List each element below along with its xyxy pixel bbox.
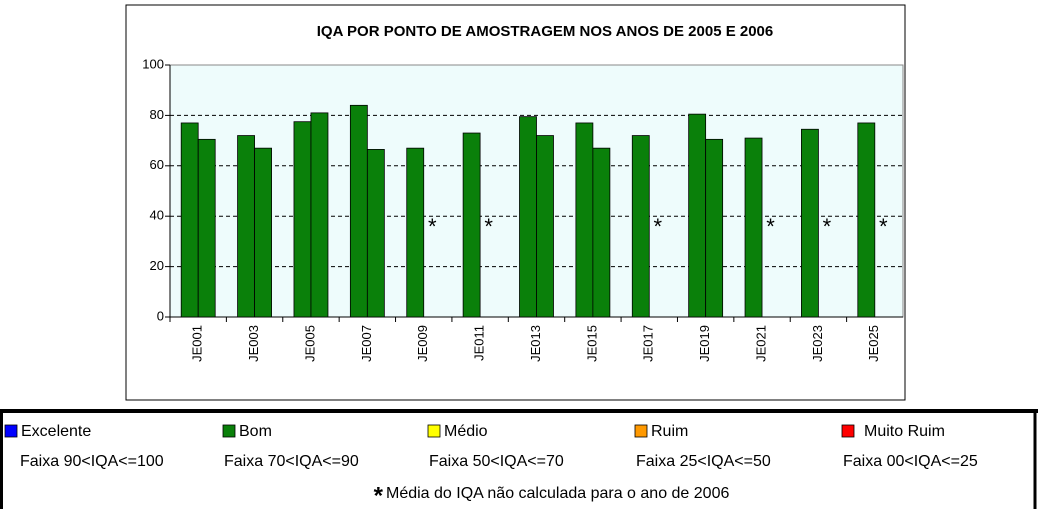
bar [801,128,819,318]
x-tick-label: JE023 [810,325,825,362]
x-tick-label: JE019 [697,325,712,362]
chart-title: IQA POR PONTO DE AMOSTRAGEM NOS ANOS DE … [317,23,774,40]
x-tick-label: JE025 [866,325,881,362]
footnote-marker: * [374,482,384,509]
bar [237,135,255,318]
bar [366,149,385,318]
missing-marker: * [484,214,493,239]
legend-label: Muito Ruim [864,423,945,440]
legend-swatch [4,424,18,438]
y-tick-label: 20 [150,258,164,273]
bar [310,112,329,318]
bar [197,138,216,318]
missing-marker: * [766,214,775,239]
footnote: Média do IQA não calculada para o ano de… [386,485,729,502]
bar [519,116,537,318]
legend-range: Faixa 70<IQA<=90 [224,453,359,470]
legend-label: Bom [239,423,272,440]
bar [575,122,594,318]
legend-swatch [222,424,236,438]
bar [349,104,368,318]
missing-marker: * [428,214,437,239]
bar [254,147,272,318]
bar [180,122,199,318]
x-tick-label: JE003 [246,325,261,362]
x-tick-label: JE011 [472,325,487,361]
bar [462,132,481,318]
x-tick-label: JE007 [359,325,374,362]
legend-label: Excelente [21,423,91,440]
bar [744,137,763,318]
bar [631,135,650,318]
legend-range: Faixa 90<IQA<=100 [20,453,164,470]
bar [406,147,425,318]
x-tick-label: JE017 [641,325,656,362]
x-tick-label: JE013 [528,325,543,362]
x-tick-label: JE001 [190,325,205,362]
bar [293,121,312,318]
y-tick-label: 40 [150,208,164,223]
legend-swatch [841,424,855,438]
legend-swatch [634,424,648,438]
y-tick-label: 100 [142,56,164,71]
missing-marker: * [879,214,888,239]
bar [592,147,611,318]
bar [857,122,876,318]
y-tick-label: 60 [150,157,164,172]
legend-range: Faixa 00<IQA<=25 [843,453,978,470]
x-tick-label: JE005 [302,325,317,362]
legend-label: Médio [444,423,488,440]
bar [688,113,707,318]
legend-swatch [427,424,441,438]
x-tick-label: JE021 [753,325,768,362]
missing-marker: * [653,214,662,239]
y-tick-label: 80 [150,107,164,122]
legend-range: Faixa 25<IQA<=50 [636,453,771,470]
bar [705,138,724,318]
legend-label: Ruim [651,423,688,440]
bar [536,135,554,318]
x-tick-label: JE009 [415,325,430,362]
missing-marker: * [823,214,832,239]
x-tick-label: JE015 [584,325,599,362]
y-tick-label: 0 [157,308,164,323]
legend-range: Faixa 50<IQA<=70 [429,453,564,470]
